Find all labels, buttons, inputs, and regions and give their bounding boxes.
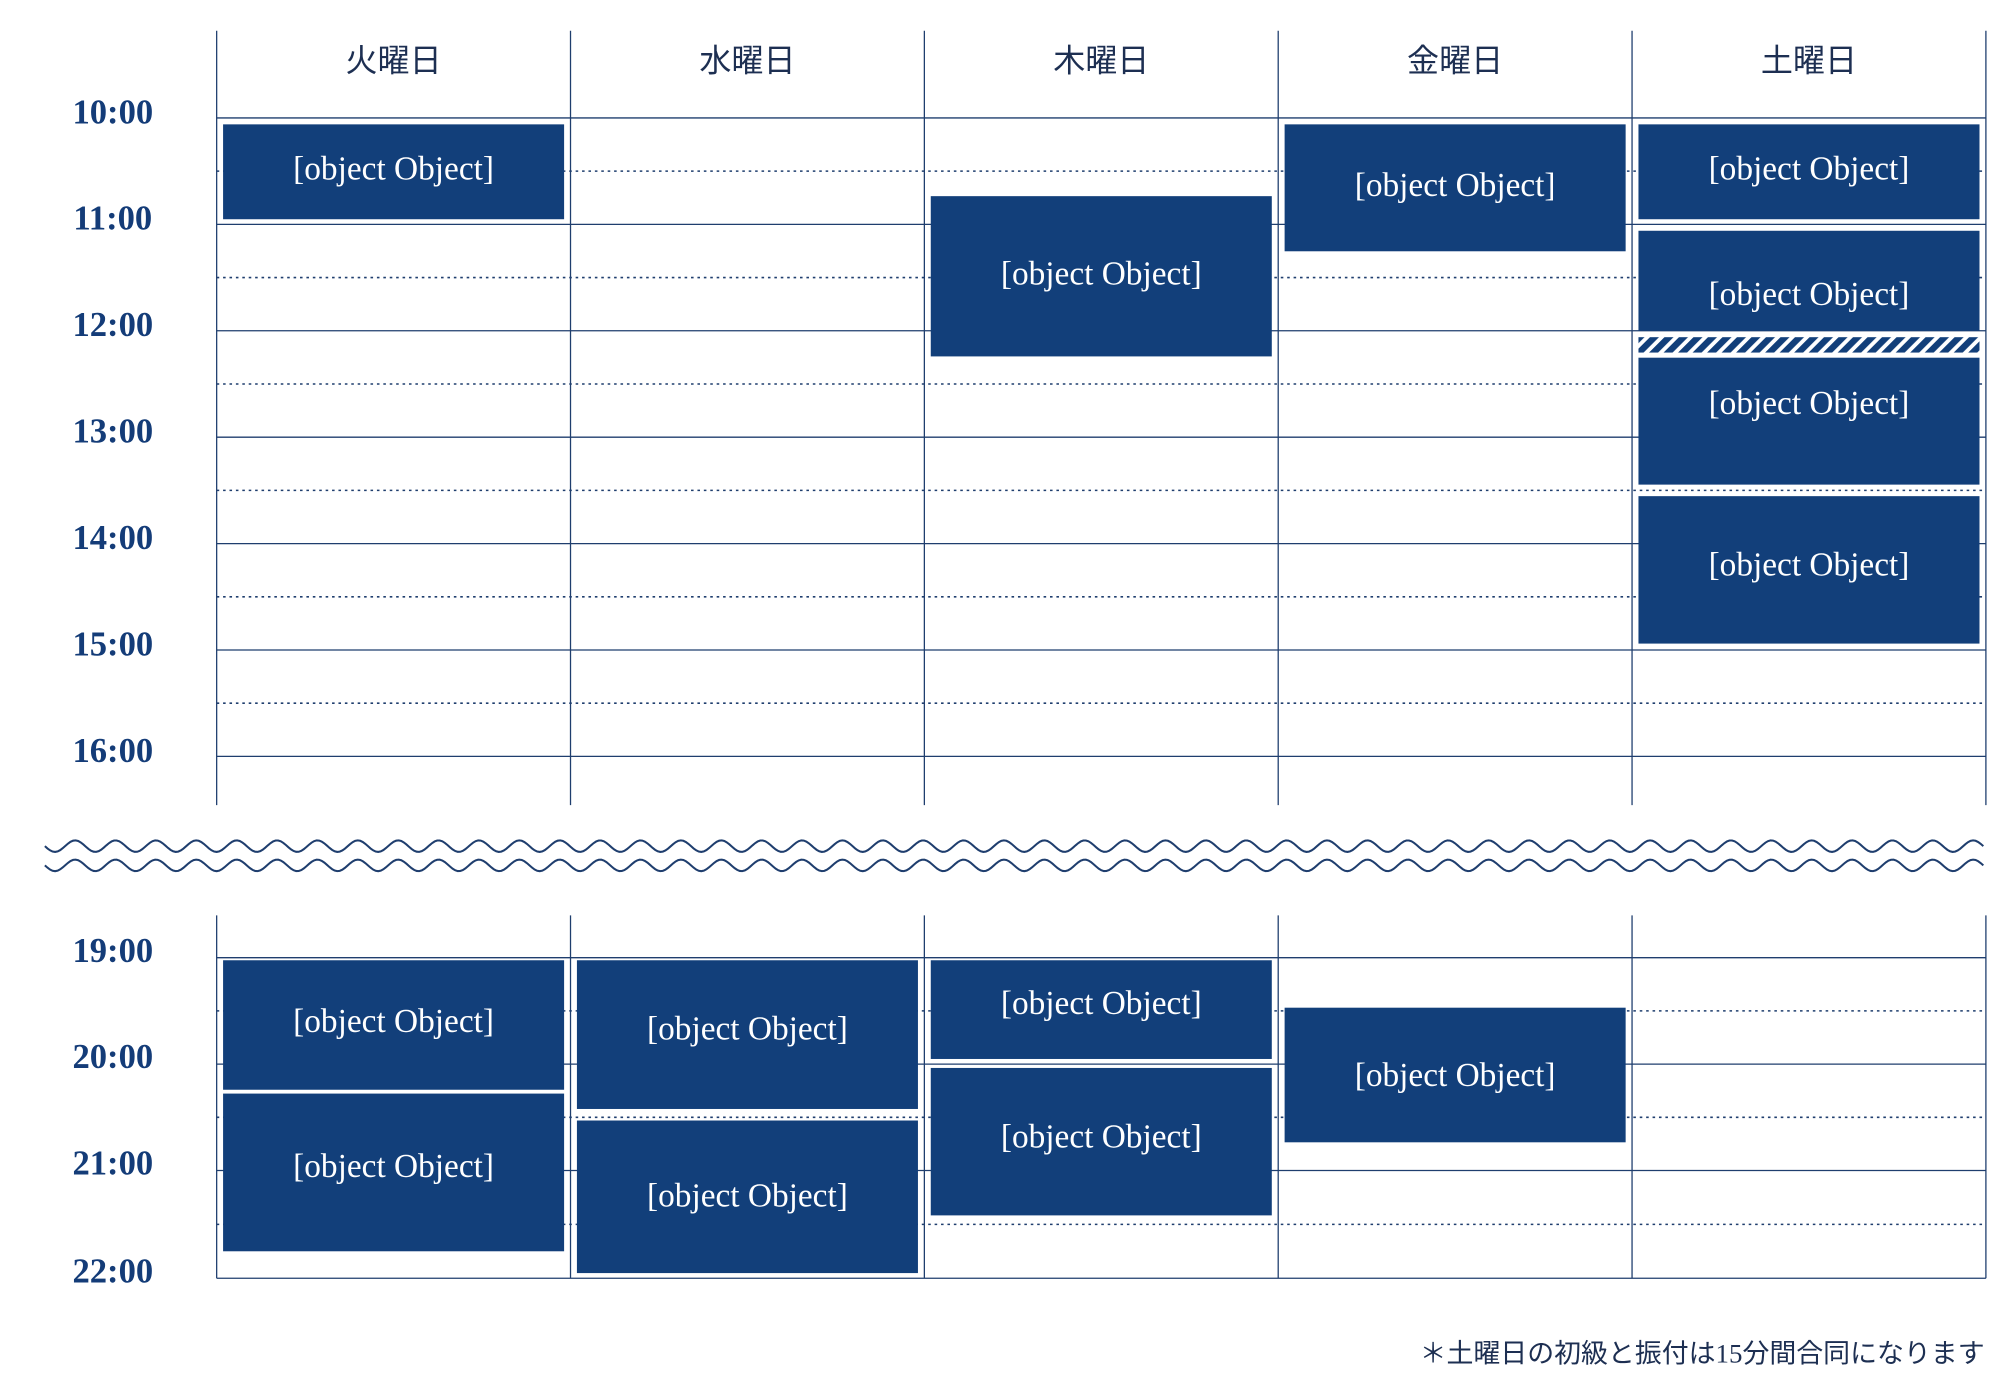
class-block [1638,496,1980,644]
class-label: [object Object] [1355,1057,1556,1094]
time-label: 13:00 [72,413,153,451]
time-label: 16:00 [72,732,153,770]
wave-separator [44,858,1985,873]
day-header: 木曜日 [1053,42,1149,78]
class-block [576,1120,918,1274]
class-label: [object Object] [1709,276,1910,313]
time-label: 21:00 [72,1145,153,1183]
time-label: 14:00 [72,519,153,557]
class-label: [object Object] [1709,547,1910,584]
wave-separator [44,839,1985,853]
class-block [223,960,565,1090]
day-header: 水曜日 [699,42,795,78]
time-label: 20:00 [72,1038,153,1076]
class-label: [object Object] [1355,167,1556,204]
class-label: [object Object] [1001,256,1202,293]
class-block [576,960,918,1109]
time-label: 11:00 [73,200,152,238]
class-block [1284,124,1626,252]
class-block [930,1067,1272,1216]
class-label: [object Object] [1001,1118,1202,1155]
class-block [223,1093,565,1252]
class-label: [object Object] [293,1003,494,1040]
class-block [1284,1007,1626,1143]
day-header: 土曜日 [1761,42,1857,78]
footnote: ＊土曜日の初級と振付は15分間合同になります [1420,1339,1985,1369]
class-label: [object Object] [1709,150,1910,187]
day-header: 火曜日 [346,42,442,78]
class-label: [object Object] [293,1148,494,1185]
class-block [1638,357,1980,485]
class-block [1638,230,1980,331]
class-block [223,124,565,220]
class-label: [object Object] [647,1011,848,1048]
class-label: [object Object] [647,1177,848,1214]
time-label: 10:00 [72,93,153,131]
overlap-hatch [1638,337,1980,353]
time-label: 19:00 [72,932,153,970]
class-block [930,196,1272,357]
time-label: 12:00 [72,306,153,344]
time-label: 15:00 [72,625,153,663]
day-header: 金曜日 [1407,42,1503,78]
class-label: [object Object] [1001,985,1202,1022]
class-label: [object Object] [293,150,494,187]
class-label: [object Object] [1709,385,1910,422]
class-block [930,960,1272,1059]
time-label: 22:00 [72,1252,153,1290]
class-block [1638,124,1980,220]
